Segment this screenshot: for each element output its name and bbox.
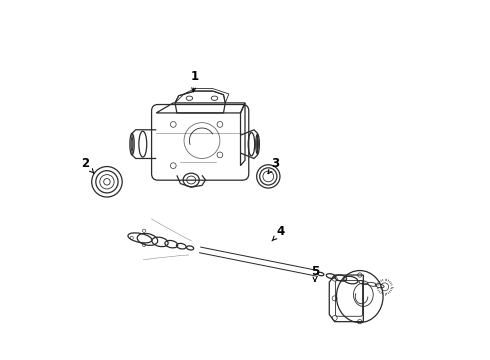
Text: 4: 4 (272, 225, 285, 241)
Text: 2: 2 (81, 157, 94, 174)
Text: 3: 3 (268, 157, 279, 174)
Text: 5: 5 (311, 265, 319, 281)
Text: 1: 1 (191, 69, 199, 92)
